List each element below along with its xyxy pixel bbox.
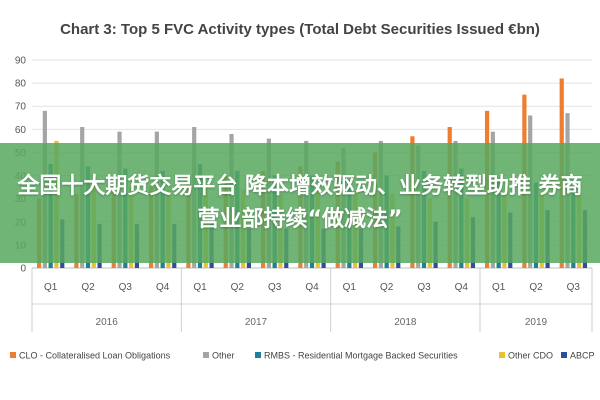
chart-title: Chart 3: Top 5 FVC Activity types (Total…: [60, 21, 540, 38]
legend-item: Other CDO: [499, 351, 553, 361]
legend-label: Other: [212, 351, 235, 361]
x-tick-label: Q4: [156, 282, 170, 293]
x-tick-label: Q1: [193, 282, 207, 293]
x-axis: Q1 Q2 Q3 Q4 Q1 Q2 Q3 Q4 Q1 Q2 Q3 Q4 Q1 Q2 Q3 2016 2017 20…: [31, 268, 593, 332]
x-tick-label: Q1: [343, 282, 357, 293]
y-tick-label: 80: [15, 79, 27, 90]
x-tick-label: Q2: [81, 282, 95, 293]
x-tick-label: Q1: [44, 282, 58, 293]
legend-label: RMBS - Residential Mortgage Backed Secur…: [264, 351, 458, 361]
x-tick-label: Q4: [305, 282, 319, 293]
legend-item: ABCP: [561, 351, 595, 361]
legend: CLO - Collateralised Loan Obligations Oth…: [10, 351, 595, 361]
legend-item: CLO - Collateralised Loan Obligations: [10, 351, 171, 361]
banner-headline[interactable]: 全国十大期货交易平台 降本增效驱动、业务转型助推 券商营业部持续“做减法”: [17, 174, 583, 232]
legend-swatch: [499, 352, 505, 358]
y-tick-label: 60: [15, 125, 27, 136]
overlay-banner[interactable]: 全国十大期货交易平台 降本增效驱动、业务转型助推 券商营业部持续“做减法”: [0, 143, 600, 263]
x-tick-label: Q2: [231, 282, 245, 293]
year-label: 2018: [394, 317, 417, 328]
year-label: 2016: [96, 317, 119, 328]
legend-swatch: [561, 352, 567, 358]
legend-item: RMBS - Residential Mortgage Backed Secur…: [255, 351, 458, 361]
x-tick-label: Q3: [119, 282, 133, 293]
legend-label: Other CDO: [508, 351, 553, 361]
x-tick-label: Q3: [417, 282, 431, 293]
y-tick-label: 0: [20, 264, 26, 275]
x-tick-label: Q4: [455, 282, 469, 293]
y-tick-label: 90: [15, 56, 27, 67]
legend-label: ABCP: [570, 351, 595, 361]
x-tick-label: Q3: [268, 282, 282, 293]
legend-label: CLO - Collateralised Loan Obligations: [19, 351, 171, 361]
x-tick-label: Q3: [567, 282, 581, 293]
legend-swatch: [10, 352, 16, 358]
y-tick-label: 70: [15, 102, 27, 113]
x-tick-label: Q1: [492, 282, 506, 293]
x-tick-label: Q2: [380, 282, 394, 293]
legend-item: Other: [203, 351, 235, 361]
year-label: 2019: [525, 317, 548, 328]
year-label: 2017: [245, 317, 268, 328]
legend-swatch: [255, 352, 261, 358]
x-tick-label: Q2: [529, 282, 543, 293]
legend-swatch: [203, 352, 209, 358]
